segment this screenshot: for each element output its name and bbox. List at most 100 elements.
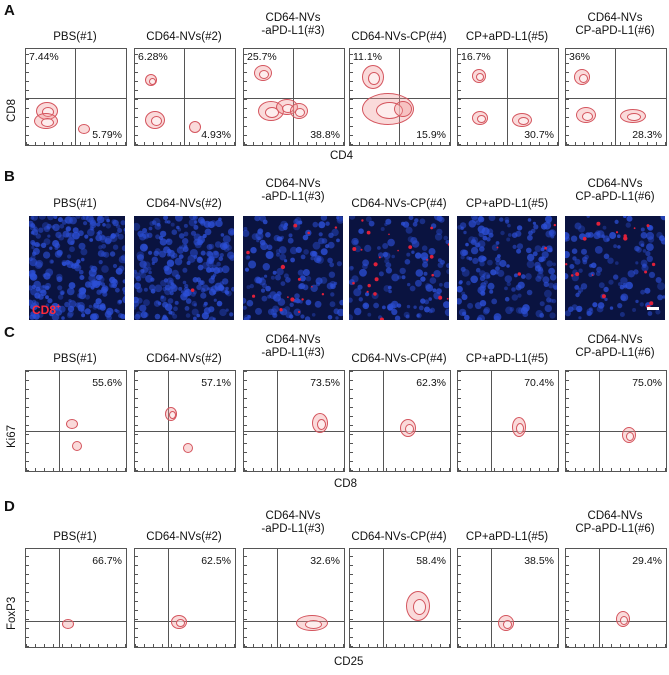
percent-upper-right: 55.6%: [92, 377, 122, 389]
nuclei-stain: [29, 216, 125, 320]
x-axis-ticks: [458, 468, 558, 471]
flow-plot-cd4-cd8: 16.7% 30.7%: [457, 48, 559, 146]
microscopy-image: [349, 216, 449, 320]
contour-population: [254, 65, 272, 81]
percent-upper-left: 25.7%: [247, 51, 277, 63]
group-title-line1: CD64-NVs-CP(#4): [351, 531, 447, 543]
gate-line-vertical: [168, 549, 169, 647]
group-title-line1: CP+aPD-L1(#5): [465, 31, 549, 43]
panel-c-group-title: CD64-NVs-CP(#4): [339, 353, 459, 366]
panel-d-ylabel: FoxP3: [6, 596, 18, 630]
percent-upper-right: 66.7%: [92, 555, 122, 567]
group-title-line1: CD64-NVs: [265, 334, 321, 346]
group-title-line1: CD64-NVs(#2): [146, 531, 222, 543]
panel-a-xlabel: CD4: [330, 150, 354, 162]
percent-upper-right: 70.4%: [524, 377, 554, 389]
x-axis-ticks: [566, 644, 666, 647]
percent-lower-right: 28.3%: [632, 129, 662, 141]
group-title-line1: CD64-NVs: [587, 12, 643, 24]
contour-population: [616, 611, 630, 627]
flow-plot-cd25-foxp3: 38.5%: [457, 548, 559, 648]
gate-line-vertical: [168, 371, 169, 471]
panel-d-group-title: CP+aPD-L1(#5): [447, 531, 567, 544]
flow-plot-cd8-ki67: 73.5%: [243, 370, 345, 472]
gate-line-vertical: [383, 549, 384, 647]
contour-population: [183, 443, 193, 453]
group-title-line1: PBS(#1): [53, 198, 97, 210]
contour-population: [312, 413, 328, 433]
percent-lower-right: 5.79%: [92, 129, 122, 141]
group-title-line1: CD64-NVs: [265, 12, 321, 24]
panel-c-group-title: CD64-NVs CP-aPD-L1(#6): [555, 334, 669, 360]
x-axis-ticks: [135, 142, 235, 145]
group-title-line1: PBS(#1): [53, 353, 97, 365]
gate-line-vertical: [184, 49, 185, 145]
group-title-line1: CD64-NVs: [587, 510, 643, 522]
group-title-line1: CP+aPD-L1(#5): [465, 198, 549, 210]
percent-lower-right: 30.7%: [524, 129, 554, 141]
y-axis-ticks: [458, 49, 461, 145]
y-axis-ticks: [244, 371, 247, 471]
flow-plot-cd8-ki67: 57.1%: [134, 370, 236, 472]
gate-line-horizontal: [350, 621, 450, 622]
x-axis-ticks: [244, 468, 344, 471]
group-title-line2: CP-aPD-L1(#6): [575, 523, 655, 535]
percent-upper-right: 73.5%: [310, 377, 340, 389]
x-axis-ticks: [244, 644, 344, 647]
gate-line-vertical: [599, 549, 600, 647]
group-title-line2: CP-aPD-L1(#6): [575, 25, 655, 37]
y-axis-ticks: [244, 549, 247, 647]
percent-upper-left: 11.1%: [353, 51, 382, 63]
y-axis-ticks: [566, 49, 569, 145]
x-axis-ticks: [135, 468, 235, 471]
panel-a-group-title: CD64-NVs -aPD-L1(#3): [233, 12, 353, 38]
percent-upper-left: 6.28%: [138, 51, 168, 63]
y-axis-ticks: [458, 371, 461, 471]
panel-c-xlabel: CD8: [334, 478, 358, 490]
gate-line-vertical: [59, 549, 60, 647]
flow-plot-cd8-ki67: 75.0%: [565, 370, 667, 472]
gate-line-vertical: [293, 49, 294, 145]
nuclei-stain: [349, 216, 449, 320]
y-axis-ticks: [458, 549, 461, 647]
panel-d-xlabel: CD25: [334, 656, 364, 668]
gate-line-horizontal: [26, 621, 126, 622]
y-axis-ticks: [135, 49, 138, 145]
percent-upper-right: 58.4%: [416, 555, 446, 567]
percent-upper-right: 38.5%: [524, 555, 554, 567]
group-title-line1: CD64-NVs: [587, 178, 643, 190]
flow-plot-cd25-foxp3: 32.6%: [243, 548, 345, 648]
contour-population: [394, 101, 412, 117]
gate-line-horizontal: [244, 621, 344, 622]
contour-population: [574, 69, 590, 85]
y-axis-ticks: [350, 371, 353, 471]
gate-line-vertical: [75, 49, 76, 145]
x-axis-ticks: [458, 644, 558, 647]
gate-line-vertical: [599, 371, 600, 471]
contour-population: [576, 107, 596, 123]
contour-population: [290, 103, 308, 119]
gate-line-vertical: [277, 371, 278, 471]
y-axis-ticks: [566, 549, 569, 647]
contour-population: [472, 111, 488, 125]
panel-a-group-title: CD64-NVs(#2): [124, 31, 244, 44]
contour-population: [189, 121, 201, 133]
panel-d-group-title: CD64-NVs -aPD-L1(#3): [233, 510, 353, 536]
gate-line-horizontal: [135, 98, 235, 99]
scale-bar: [647, 307, 659, 310]
microscopy-image: CD8+: [29, 216, 125, 320]
x-axis-ticks: [350, 644, 450, 647]
group-title-line2: CP-aPD-L1(#6): [575, 191, 655, 203]
gate-line-vertical: [491, 371, 492, 471]
contour-population: [512, 113, 532, 127]
contour-population: [145, 74, 157, 86]
percent-lower-right: 4.93%: [201, 129, 231, 141]
contour-population: [72, 441, 82, 451]
group-title-line1: CD64-NVs(#2): [146, 31, 222, 43]
percent-upper-right: 75.0%: [632, 377, 662, 389]
x-axis-ticks: [566, 142, 666, 145]
y-axis-ticks: [26, 549, 29, 647]
contour-population: [620, 109, 646, 123]
panel-letter-a: A: [4, 2, 15, 19]
microscopy-image: [565, 216, 665, 320]
